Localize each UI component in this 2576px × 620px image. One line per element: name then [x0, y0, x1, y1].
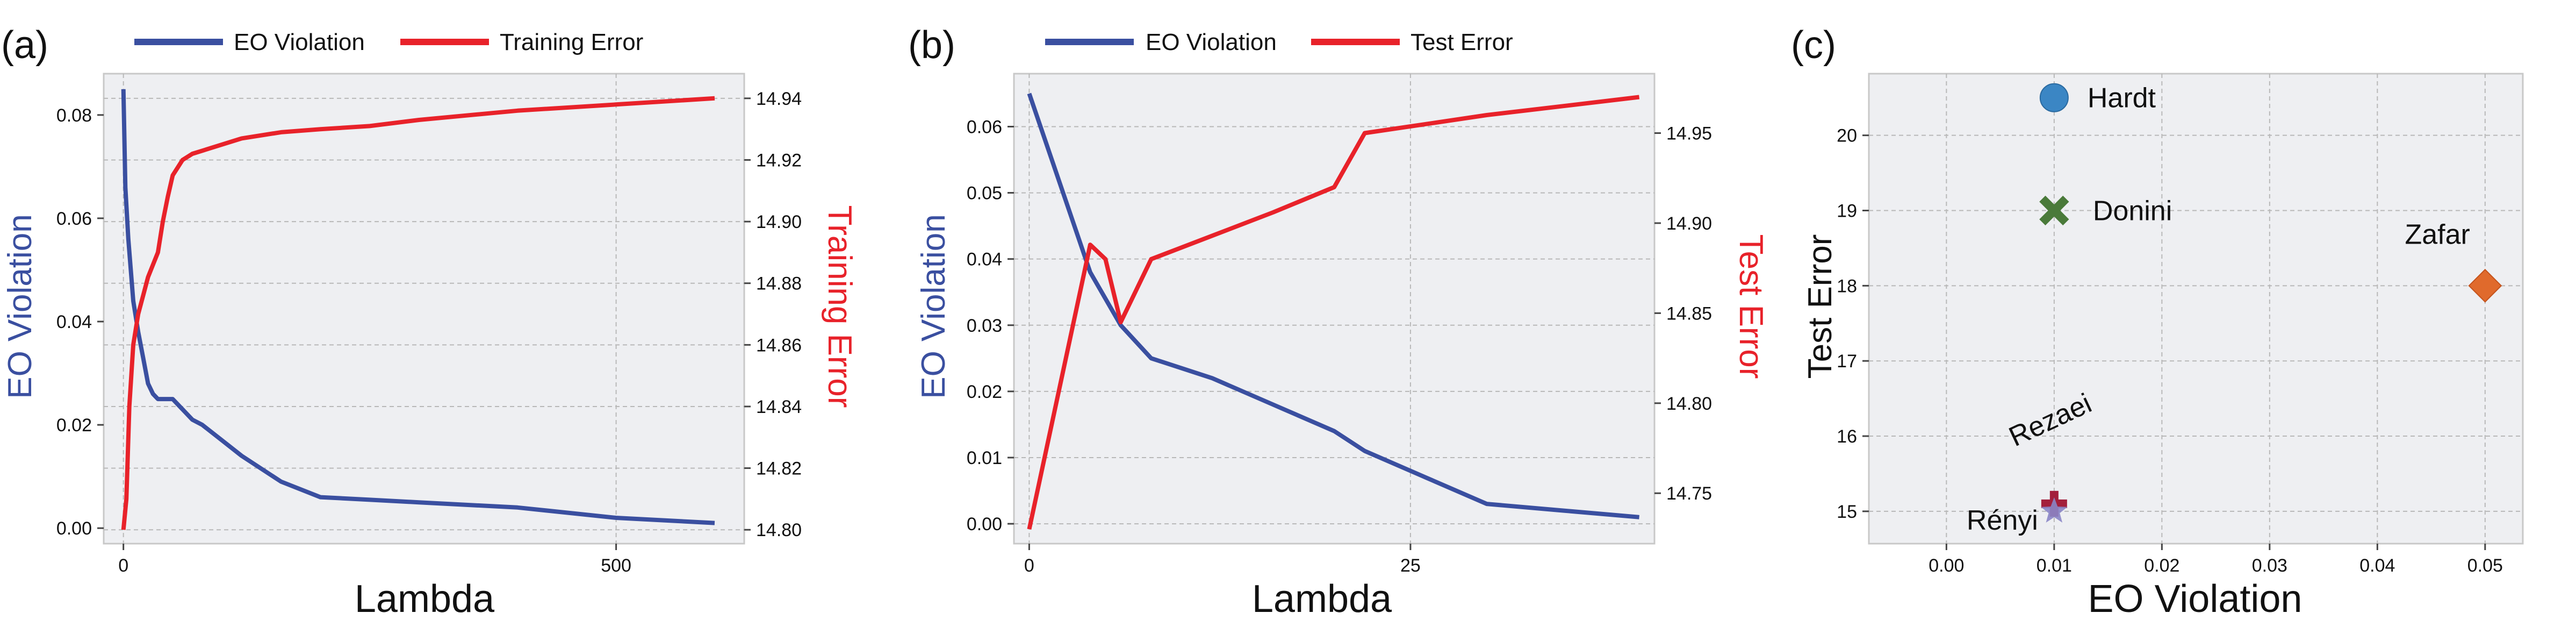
- panel-b: (b) EO Violation Test Error 0 250.000.010…: [908, 24, 1769, 620]
- panel-b-legend: EO Violation Test Error: [1045, 29, 1513, 55]
- y-tick-label: 16: [1837, 426, 1857, 447]
- x-tick-label: 0.05: [2467, 555, 2503, 576]
- y-right-tick-label: 14.82: [756, 459, 802, 479]
- plot-c-ticks: 0.00 0.01 0.02 0.03 0.04 0.05 15 16 17 18 19 20: [1837, 126, 2503, 576]
- plot-c-ylabel: Test Error: [1802, 234, 1839, 379]
- y-left-tick-label: 0.06: [56, 209, 92, 229]
- x-tick-label: 0.02: [2144, 555, 2179, 576]
- plot-a-area: [103, 73, 745, 545]
- y-left-tick-label: 0.08: [56, 105, 92, 126]
- legend-b-test-label: Test Error: [1411, 29, 1513, 55]
- y-left-tick-label: 0.02: [967, 382, 1002, 402]
- y-right-tick-label: 14.90: [1666, 213, 1712, 234]
- x-tick-label: 0.04: [2359, 555, 2395, 576]
- y-left-tick-label: 0.02: [56, 415, 92, 436]
- panel-a: (a) EO Violation Training Error 0 500 0.00…: [1, 24, 858, 620]
- y-right-tick-label: 14.75: [1666, 483, 1712, 504]
- plot-a-lines: [121, 89, 715, 530]
- point-label-zafar: Zafar: [2405, 219, 2470, 250]
- point-label-hardt: Hardt: [2088, 83, 2156, 114]
- plot-b-xlabel: Lambda: [1252, 578, 1392, 620]
- y-left-tick-label: 0.01: [967, 448, 1002, 468]
- point-rnyi: Rényi: [1967, 497, 2068, 536]
- point-label-rnyi: Rényi: [1967, 505, 2038, 536]
- legend-a-eo-label: EO Violation: [234, 29, 365, 55]
- x-tick-label: 0.00: [1929, 555, 1964, 576]
- y-right-tick-label: 14.90: [756, 212, 802, 232]
- plot-a-left-ylabel: EO Violation: [2, 214, 39, 399]
- y-right-tick-label: 14.80: [1666, 394, 1712, 414]
- y-tick-label: 20: [1837, 126, 1857, 146]
- y-left-tick-label: 0.04: [967, 250, 1002, 270]
- y-right-tick-label: 14.85: [1666, 303, 1712, 324]
- y-left-tick-label: 0.06: [967, 117, 1002, 137]
- y-tick-label: 15: [1837, 502, 1857, 522]
- diamond-marker: [2468, 268, 2502, 303]
- plot-c-xlabel: EO Violation: [2088, 578, 2302, 620]
- panel-c-letter: (c): [1791, 24, 1836, 67]
- y-tick-label: 17: [1837, 351, 1857, 372]
- plot-b-lines: [1027, 92, 1640, 530]
- panel-c: (c) 0.00 0.01 0.02 0.03 0.04 0.05 15 16 17 18 19 20…: [1791, 24, 2524, 620]
- plot-b-area: [1013, 73, 1656, 545]
- error-series-line: [121, 96, 715, 530]
- y-right-tick-label: 14.94: [756, 89, 802, 109]
- point-hardt: Hardt: [2039, 83, 2156, 114]
- y-left-tick-label: 0.00: [967, 514, 1002, 535]
- panel-a-legend: EO Violation Training Error: [134, 29, 643, 55]
- y-right-tick-label: 14.88: [756, 274, 802, 294]
- error-series-line: [1027, 95, 1640, 530]
- x-tick-label: 25: [1400, 555, 1421, 576]
- star-marker: [2041, 497, 2068, 523]
- legend-a-train-label: Training Error: [500, 29, 643, 55]
- y-tick-label: 19: [1837, 201, 1857, 222]
- y-right-tick-label: 14.86: [756, 335, 802, 355]
- y-tick-label: 18: [1837, 276, 1857, 296]
- x-marker: [2039, 195, 2069, 226]
- y-left-tick-label: 0.00: [56, 518, 92, 539]
- y-right-tick-label: 14.92: [756, 150, 802, 170]
- y-right-tick-label: 14.80: [756, 520, 802, 540]
- plot-b-right-ylabel: Test Error: [1732, 234, 1769, 379]
- y-left-tick-label: 0.04: [56, 312, 92, 332]
- y-right-tick-label: 14.84: [756, 397, 802, 417]
- point-donini: Donini: [2039, 195, 2172, 227]
- y-left-tick-label: 0.03: [967, 316, 1002, 336]
- plot-a-xlabel: Lambda: [355, 578, 495, 620]
- plot-a-ticks: 0 500 0.00 0.02 0.04 0.06 0.08 14.80 14.82 14.84 1…: [56, 89, 802, 576]
- plot-b-left-ylabel: EO Violation: [915, 214, 952, 399]
- y-left-tick-label: 0.05: [967, 183, 1002, 204]
- x-tick-label: 0.01: [2037, 555, 2072, 576]
- y-right-tick-label: 14.95: [1666, 124, 1712, 144]
- circle-marker: [2039, 83, 2069, 112]
- x-tick-label: 0: [1024, 555, 1034, 576]
- point-label-donini: Donini: [2093, 196, 2172, 227]
- x-tick-label: 0.03: [2252, 555, 2287, 576]
- eo-violation-series-line: [1027, 92, 1639, 519]
- x-tick-label: 500: [601, 555, 631, 576]
- plot-a-grid: [104, 74, 744, 544]
- legend-b-eo-label: EO Violation: [1146, 29, 1277, 55]
- point-zafar: Zafar: [2405, 219, 2502, 303]
- panel-a-letter: (a): [1, 24, 48, 67]
- panel-b-letter: (b): [908, 24, 955, 67]
- plot-c-grid: [1869, 74, 2523, 544]
- plot-c-area: [1868, 73, 2524, 545]
- plot-b-ticks: 0 25 0.00 0.01 0.02 0.03 0.04 0.05 0.06 14.75 14.8…: [967, 117, 1712, 576]
- x-tick-label: 0: [118, 555, 128, 576]
- plot-a-right-ylabel: Training Error: [821, 205, 858, 408]
